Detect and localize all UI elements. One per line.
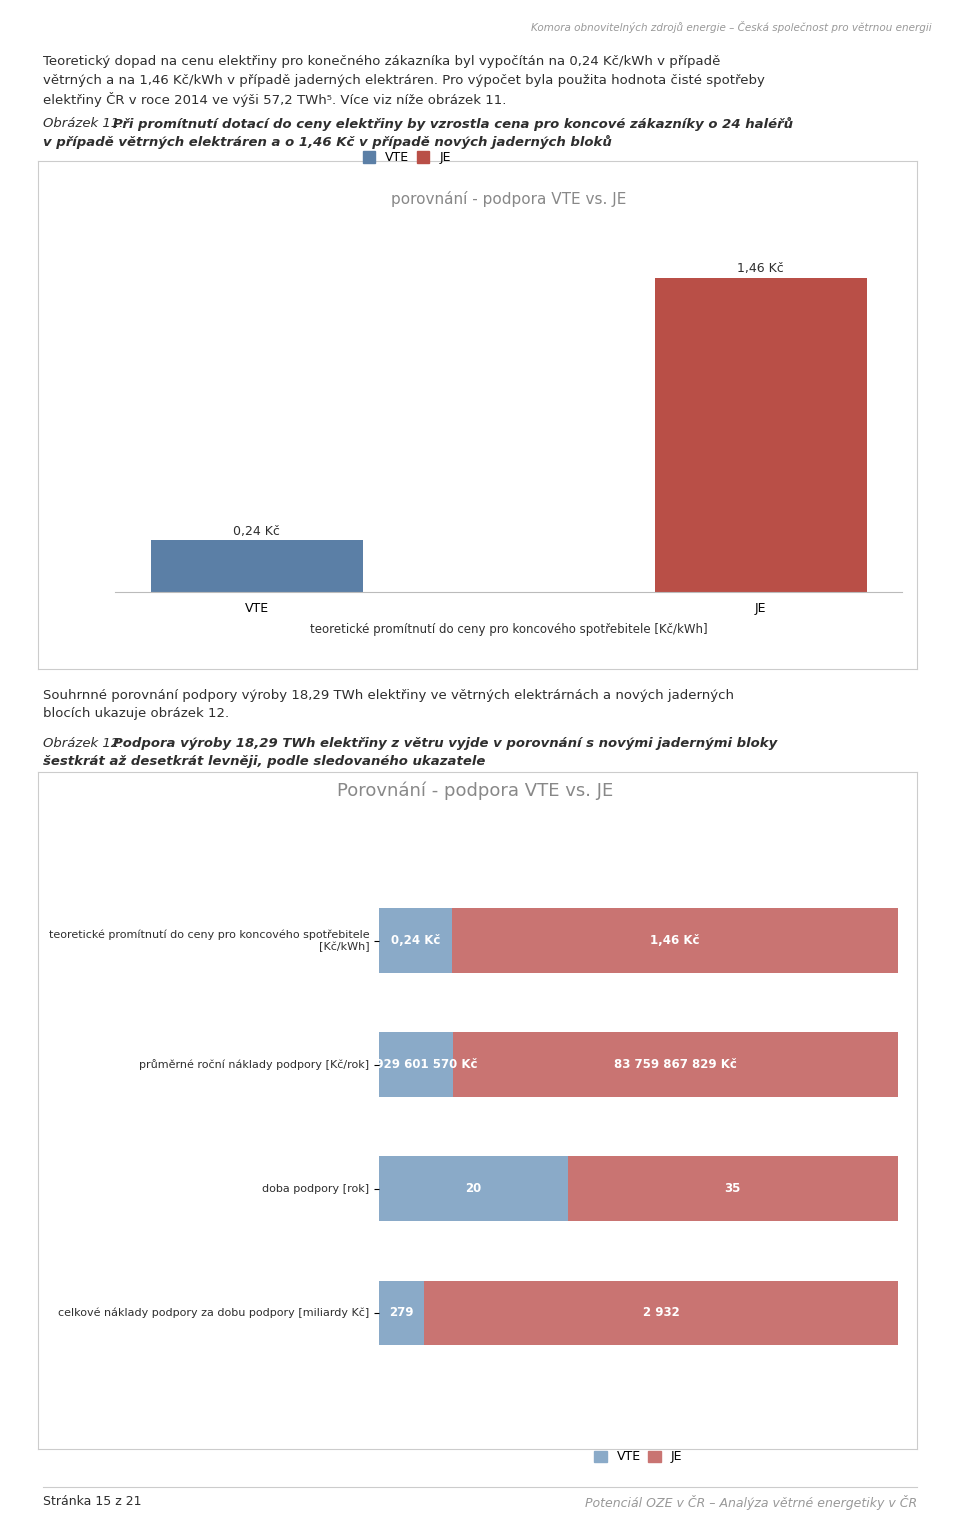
Text: elektřiny ČR v roce 2014 ve výši 57,2 TWh⁵. Více viz níže obrázek 11.: elektřiny ČR v roce 2014 ve výši 57,2 TW… [43, 92, 507, 108]
Text: 20: 20 [466, 1183, 482, 1195]
Text: v případě větrných elektráren a o 1,46 Kč v případě nových jaderných bloků: v případě větrných elektráren a o 1,46 K… [43, 135, 612, 149]
Bar [452, 909, 898, 974]
Text: 1,46 Kč: 1,46 Kč [737, 261, 784, 275]
Text: 83 759 867 829 Kč: 83 759 867 829 Kč [614, 1058, 737, 1070]
Text: 35: 35 [725, 1183, 741, 1195]
Bar [379, 1032, 453, 1097]
Bar [151, 540, 363, 592]
Text: šestkrát až desetkrát levněji, podle sledovaného ukazatele: šestkrát až desetkrát levněji, podle sle… [43, 755, 486, 767]
Bar [424, 1281, 898, 1346]
Text: doba podpory [rok]: doba podpory [rok] [262, 1184, 370, 1193]
Text: Stránka 15 z 21: Stránka 15 z 21 [43, 1495, 142, 1507]
Text: 2 932: 2 932 [642, 1306, 680, 1320]
Bar [568, 1157, 898, 1221]
Bar [453, 1032, 898, 1097]
Text: Potenciál OZE v ČR – Analýza větrné energetiky v ČR: Potenciál OZE v ČR – Analýza větrné ener… [585, 1495, 917, 1510]
Text: blocích ukazuje obrázek 12.: blocích ukazuje obrázek 12. [43, 707, 229, 720]
Text: celkové náklady podpory za dobu podpory [miliardy Kč]: celkové náklady podpory za dobu podpory … [59, 1307, 370, 1318]
Bar [379, 909, 452, 974]
Text: Obrázek 11:: Obrázek 11: [43, 117, 128, 129]
X-axis label: teoretické promítnutí do ceny pro koncového spotřebitele [Kč/kWh]: teoretické promítnutí do ceny pro koncov… [310, 623, 708, 637]
Bar [655, 278, 867, 592]
Text: Teoretický dopad na cenu elektřiny pro konečného zákazníka byl vypočítán na 0,24: Teoretický dopad na cenu elektřiny pro k… [43, 55, 721, 68]
Text: Souhrnné porovnání podpory výroby 18,29 TWh elektřiny ve větrných elektrárnách a: Souhrnné porovnání podpory výroby 18,29 … [43, 689, 734, 701]
Legend: VTE, JE: VTE, JE [589, 1446, 687, 1469]
Text: Komora obnovitelných zdrojů energie – Česká společnost pro větrnou energii: Komora obnovitelných zdrojů energie – Če… [531, 20, 931, 32]
Text: 1,46 Kč: 1,46 Kč [650, 934, 700, 947]
Legend: VTE, JE: VTE, JE [358, 146, 456, 169]
Bar [379, 1157, 568, 1221]
Text: 0,24 Kč: 0,24 Kč [391, 934, 441, 947]
Text: větrných a na 1,46 Kč/kWh v případě jaderných elektráren. Pro výpočet byla použi: větrných a na 1,46 Kč/kWh v případě jade… [43, 74, 765, 86]
Title: porovnání - podpora VTE vs. JE: porovnání - podpora VTE vs. JE [391, 191, 627, 208]
Text: Při promítnutí dotací do ceny elektřiny by vzrostla cena pro koncové zákazníky o: Při promítnutí dotací do ceny elektřiny … [113, 117, 793, 131]
Text: průměrné roční náklady podpory [Kč/rok]: průměrné roční náklady podpory [Kč/rok] [139, 1060, 370, 1070]
Text: teoretické promítnutí do ceny pro koncového spotřebitele
[Kč/kWh]: teoretické promítnutí do ceny pro koncov… [49, 929, 370, 952]
Text: Obrázek 12:: Obrázek 12: [43, 737, 128, 749]
Text: 279: 279 [390, 1306, 414, 1320]
Bar [379, 1281, 424, 1346]
Text: 0,24 Kč: 0,24 Kč [233, 524, 280, 538]
Text: Podpora výroby 18,29 TWh elektřiny z větru vyjde v porovnání s novými jadernými : Podpora výroby 18,29 TWh elektřiny z vět… [113, 737, 778, 749]
Text: Porovnání - podpora VTE vs. JE: Porovnání - podpora VTE vs. JE [337, 781, 613, 800]
Text: 13 929 601 570 Kč: 13 929 601 570 Kč [355, 1058, 477, 1070]
